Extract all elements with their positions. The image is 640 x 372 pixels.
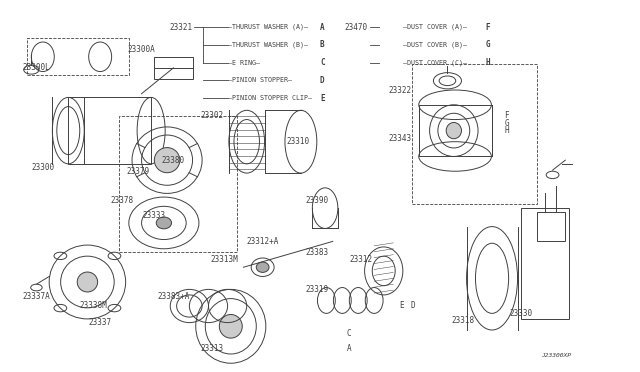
- Text: E: E: [399, 301, 404, 311]
- Ellipse shape: [154, 148, 180, 173]
- Text: G: G: [486, 41, 490, 49]
- Text: 23379: 23379: [127, 167, 150, 176]
- Ellipse shape: [220, 314, 243, 338]
- Bar: [419, 105, 492, 157]
- Text: 23318: 23318: [452, 316, 475, 325]
- Text: 23330: 23330: [509, 309, 532, 318]
- Text: 23312+A: 23312+A: [246, 237, 279, 246]
- Bar: [537, 212, 565, 241]
- Text: B: B: [320, 41, 324, 49]
- Ellipse shape: [446, 122, 461, 139]
- Text: —DUST COVER (B)—: —DUST COVER (B)—: [403, 42, 467, 48]
- Text: 23300: 23300: [31, 163, 54, 172]
- Text: D: D: [320, 76, 324, 85]
- Bar: [521, 208, 568, 319]
- Text: 23333: 23333: [143, 211, 166, 220]
- Text: D: D: [410, 301, 415, 311]
- Text: E: E: [320, 94, 324, 103]
- Text: 23383+A: 23383+A: [157, 292, 189, 301]
- Bar: [154, 57, 193, 79]
- Text: J23300XP: J23300XP: [541, 353, 571, 358]
- Text: —PINION STOPPER CLIP—: —PINION STOPPER CLIP—: [228, 95, 312, 101]
- Text: 23383: 23383: [305, 248, 328, 257]
- Text: 23310: 23310: [286, 137, 309, 146]
- Text: 23380: 23380: [162, 155, 185, 165]
- Text: 23302: 23302: [200, 111, 223, 121]
- Text: A: A: [346, 344, 351, 353]
- Text: 23343: 23343: [388, 134, 412, 142]
- Text: C: C: [320, 58, 324, 67]
- Text: 23322: 23322: [388, 86, 412, 94]
- Text: 23313: 23313: [200, 344, 223, 353]
- Text: —E RING—: —E RING—: [228, 60, 260, 66]
- Text: 23312: 23312: [350, 255, 373, 264]
- Text: G: G: [504, 119, 509, 128]
- Text: F: F: [486, 23, 490, 32]
- Text: 23321: 23321: [170, 23, 193, 32]
- Text: —DUST COVER (A)—: —DUST COVER (A)—: [403, 24, 467, 31]
- Text: H: H: [486, 58, 490, 67]
- Text: 23313M: 23313M: [211, 255, 238, 264]
- Text: 23390: 23390: [305, 196, 328, 205]
- Bar: [119, 116, 237, 253]
- Text: 23470: 23470: [345, 23, 368, 32]
- Text: 23378: 23378: [111, 196, 134, 205]
- Text: 23338M: 23338M: [80, 301, 108, 311]
- Ellipse shape: [256, 262, 269, 272]
- Ellipse shape: [77, 272, 98, 292]
- Ellipse shape: [156, 217, 172, 229]
- Text: A: A: [320, 23, 324, 32]
- Bar: [412, 64, 537, 205]
- Text: F: F: [504, 111, 509, 121]
- Bar: [68, 97, 151, 164]
- Text: —THURUST WASHER (A)—: —THURUST WASHER (A)—: [228, 24, 308, 31]
- Text: —PINION STOPPER—: —PINION STOPPER—: [228, 77, 292, 83]
- Text: C: C: [346, 329, 351, 338]
- Text: 23300L: 23300L: [22, 63, 51, 72]
- Text: —DUST COVER (C)—: —DUST COVER (C)—: [403, 60, 467, 66]
- Bar: [27, 38, 129, 75]
- Text: 23337A: 23337A: [22, 292, 51, 301]
- Text: 23337: 23337: [88, 318, 112, 327]
- Text: H: H: [504, 126, 509, 135]
- Text: 23300A: 23300A: [128, 45, 156, 54]
- Text: 23319: 23319: [305, 285, 328, 294]
- Text: —THURUST WASHER (B)—: —THURUST WASHER (B)—: [228, 42, 308, 48]
